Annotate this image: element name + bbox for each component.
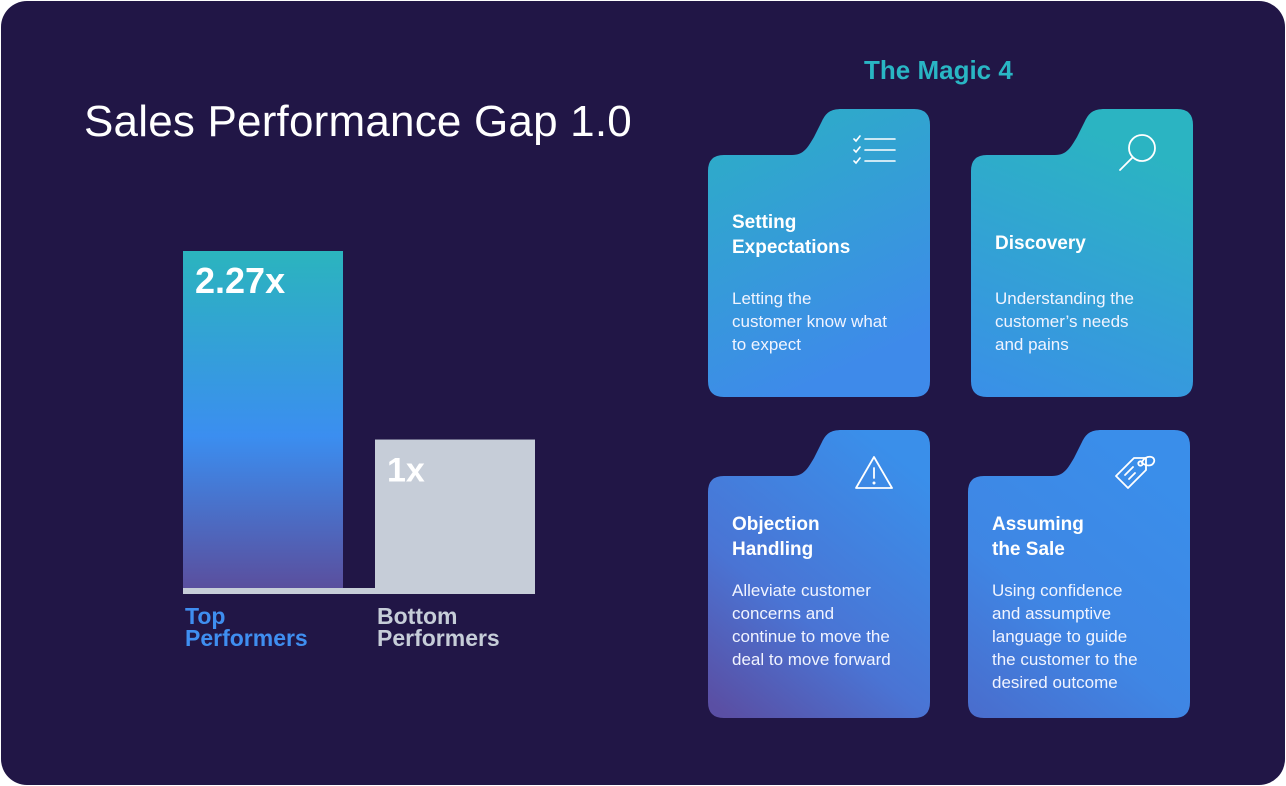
card-description-line: customer’s needs [995,312,1129,331]
value-label-top-performers: 2.27x [195,260,285,301]
category-label-top-line2: Performers [185,625,308,651]
card-description-line: and pains [995,335,1069,354]
category-label-bottom-line1: Bottom [377,603,457,629]
card-description: Letting the customer know what to expect [732,287,922,356]
card-description-line: Alleviate customer [732,581,871,600]
magnifier-icon [1119,134,1156,171]
card-title-line: Handling [732,539,814,560]
card-description: Using confidence and assumptive language… [992,579,1182,694]
price-tag-icon [1115,455,1156,489]
card-description-line: continue to move the [732,627,890,646]
checklist-icon [853,135,896,165]
chart-baseline [183,588,535,594]
card-background [708,109,930,397]
card-description-line: customer know what [732,312,887,331]
card-title-line: Discovery [995,233,1086,254]
card-title: Setting Expectations [732,210,922,260]
card-description: Alleviate customer concerns and continue… [732,579,922,671]
card-assuming-the-sale: Assuming the Sale Using confidence and a… [968,430,1192,720]
card-objection-handling: Objection Handling Alleviate customer co… [708,430,932,720]
category-label-top-line1: Top [185,603,225,629]
card-description-line: concerns and [732,604,835,623]
category-label-bottom-line2: Performers [377,625,500,651]
page-title: Sales Performance Gap 1.0 [84,97,632,146]
card-description-line: Letting the [732,289,812,308]
card-title-line: Expectations [732,237,851,258]
card-title: Assuming the Sale [992,512,1182,562]
card-description-line: to expect [732,335,801,354]
card-description-line: and assumptive [992,604,1112,623]
magic-title: The Magic 4 [864,55,1013,85]
card-description-line: desired outcome [992,673,1118,692]
card-description-line: deal to move forward [732,650,891,669]
card-description-line: the customer to the [992,650,1138,669]
value-label-bottom-performers: 1x [387,452,425,490]
card-setting-expectations: Setting Expectations Letting the custome… [708,109,932,399]
card-background [971,109,1193,397]
card-description-line: Understanding the [995,289,1134,308]
bar-top-performers [183,251,343,588]
card-title: Discovery [995,231,1185,256]
card-description: Understanding the customer’s needs and p… [995,287,1185,356]
card-title-line: the Sale [992,539,1065,560]
card-description-line: Using confidence [992,581,1123,600]
card-background [708,430,930,718]
bar-bottom-performers [375,439,535,588]
warning-icon [855,456,893,489]
card-title: Objection Handling [732,512,922,562]
card-discovery: Discovery Understanding the customer’s n… [971,109,1195,399]
card-title-line: Setting [732,212,797,233]
card-background [968,430,1190,718]
card-description-line: language to guide [992,627,1128,646]
card-title-line: Assuming [992,514,1084,535]
card-title-line: Objection [732,514,820,535]
